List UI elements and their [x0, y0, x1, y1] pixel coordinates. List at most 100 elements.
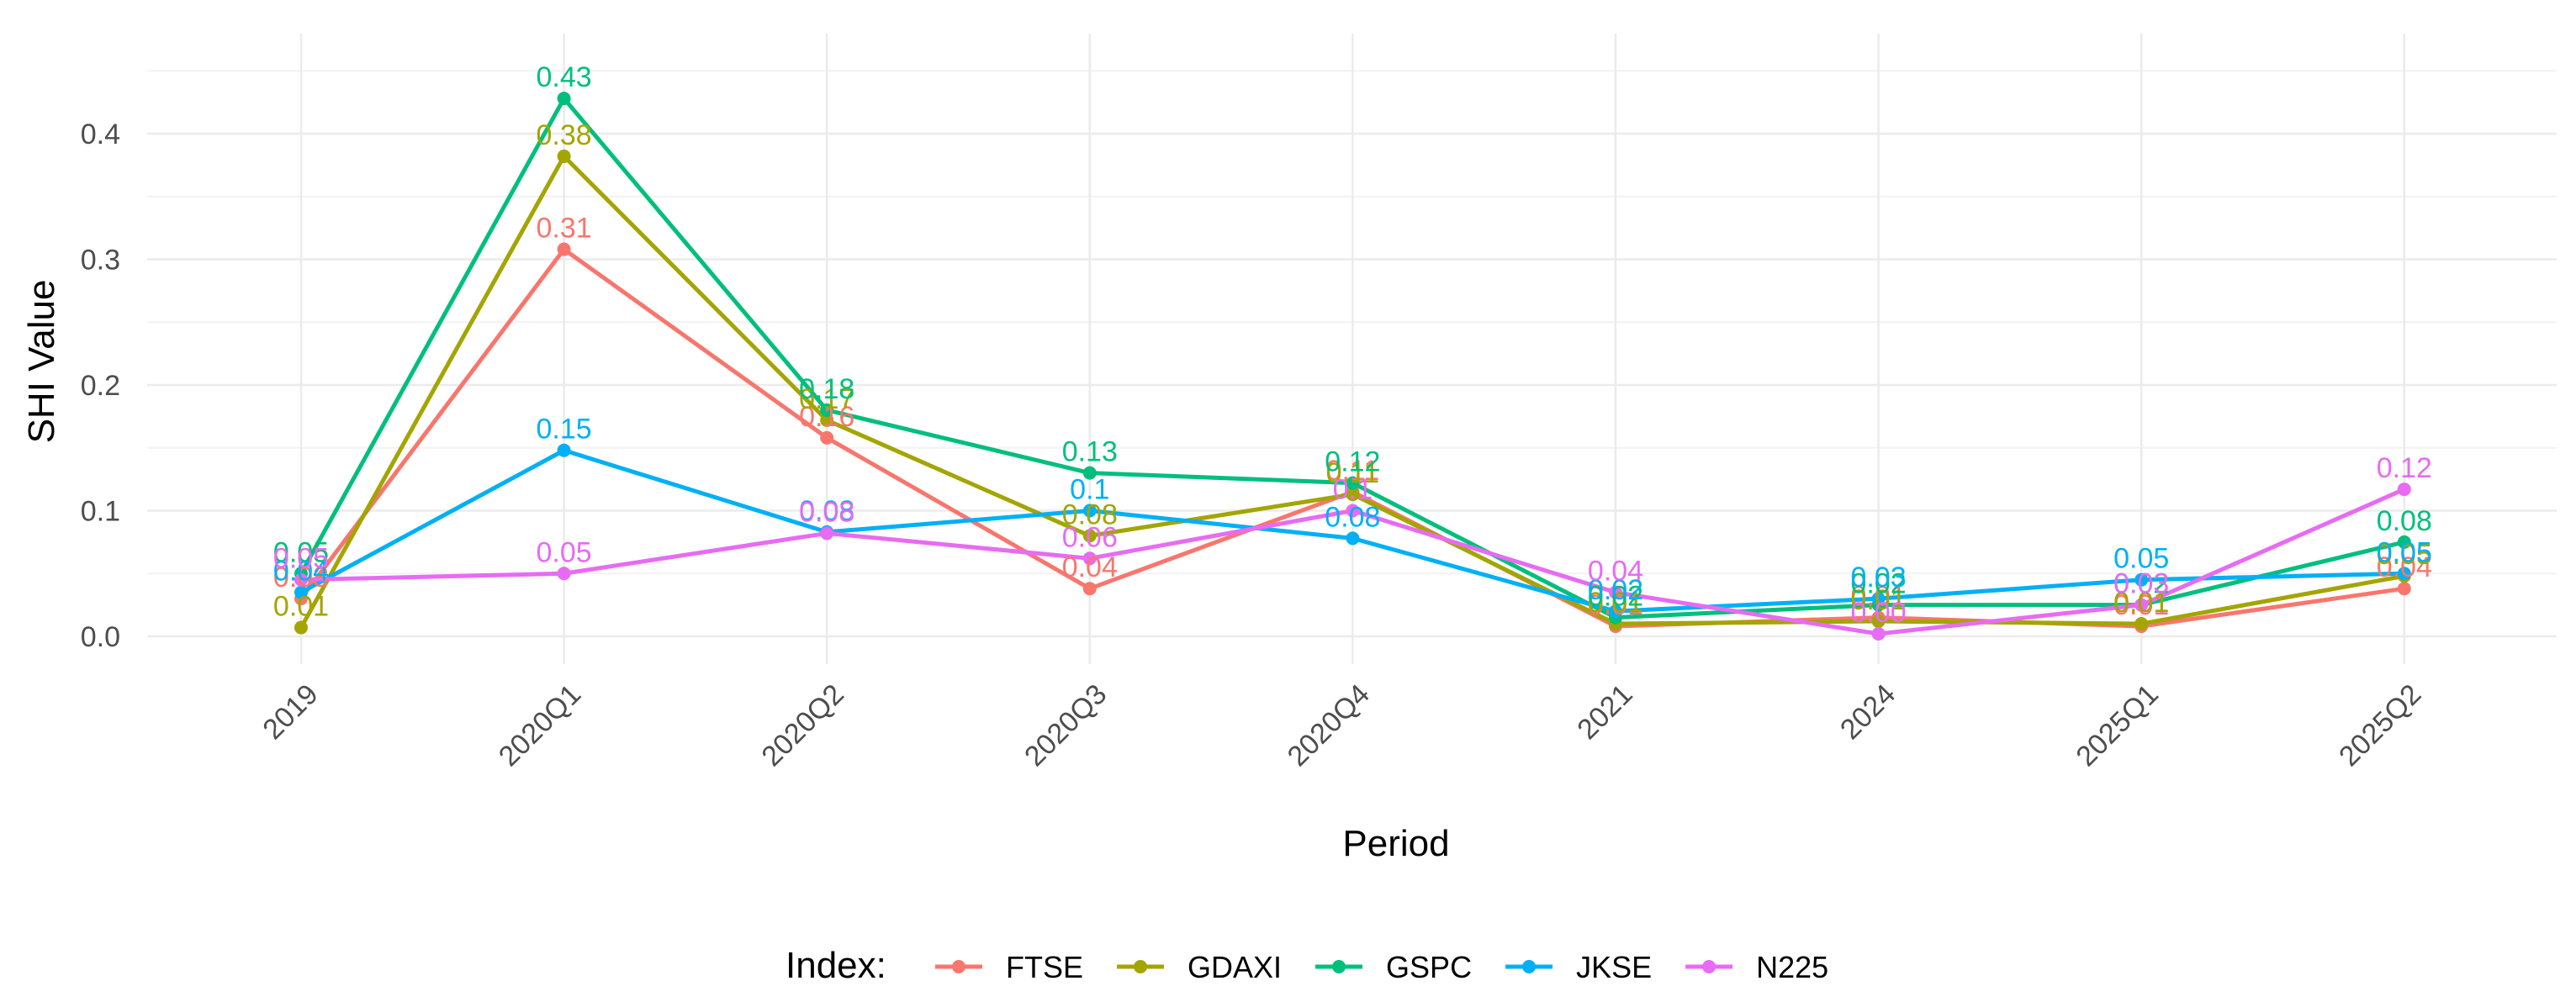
- data-label-n225: 0.00: [1851, 597, 1907, 629]
- data-point-ftse: [1082, 582, 1097, 596]
- x-tick-label: 2020Q4: [1282, 678, 1376, 773]
- data-label-n225: 0.04: [1588, 556, 1643, 588]
- data-point-n225: [294, 572, 308, 587]
- data-label-n225: 0.05: [537, 536, 592, 568]
- data-label-ftse: 0.04: [2377, 551, 2432, 583]
- data-label-jkse: 0.05: [2113, 543, 2169, 575]
- data-label-n225: 0.03: [2113, 568, 2169, 600]
- legend-item-gspc: GSPC: [1315, 950, 1472, 984]
- data-label-ftse: 0.01: [1851, 581, 1907, 613]
- data-point-n225: [2397, 483, 2411, 497]
- legend-label: N225: [1756, 950, 1828, 984]
- data-point-n225: [1609, 585, 1622, 599]
- data-label-n225: 0.08: [799, 496, 854, 528]
- legend: Index: FTSE GDAXI GSPC JKSE N225: [785, 945, 1828, 986]
- data-label-gdaxi: 0.38: [537, 119, 592, 151]
- data-label-gspc: 0.05: [273, 536, 329, 568]
- x-tick-label: 2020Q2: [755, 678, 849, 773]
- legend-item-n225: N225: [1685, 950, 1828, 984]
- data-label-jkse: 0.02: [1588, 574, 1643, 606]
- data-point-n225: [1082, 551, 1097, 566]
- data-label-gspc: 0.13: [1062, 436, 1118, 468]
- data-label-gspc: 0.02: [1588, 581, 1643, 613]
- data-point-jkse: [1871, 592, 1886, 606]
- data-point-gdaxi: [1871, 614, 1886, 629]
- data-label-n225: 0.12: [2377, 452, 2432, 484]
- data-label-jkse: 0.08: [799, 495, 854, 527]
- data-point-gspc: [557, 92, 571, 106]
- data-label-gdaxi: 0.08: [1062, 498, 1118, 530]
- data-label-gspc: 0.02: [2113, 568, 2169, 600]
- data-label-gspc: 0.12: [1325, 446, 1380, 478]
- data-point-gdaxi: [1082, 529, 1097, 543]
- data-point-jkse: [1082, 504, 1097, 518]
- x-tick-label: 2020Q1: [493, 678, 587, 773]
- y-tick-label: 0.1: [81, 496, 120, 528]
- data-label-ftse: 0.01: [2113, 589, 2169, 621]
- data-point-jkse: [1346, 531, 1360, 546]
- data-label-ftse: 0.11: [1326, 455, 1380, 487]
- legend-point: [952, 960, 965, 973]
- data-label-jkse: 0.05: [2377, 536, 2432, 568]
- data-label-ftse: 0.04: [1062, 551, 1118, 583]
- data-point-gdaxi: [294, 620, 308, 635]
- legend-point: [1134, 960, 1148, 973]
- data-label-gdaxi: 0.01: [1588, 587, 1643, 619]
- data-label-ftse: 0.01: [1588, 589, 1643, 621]
- data-label-gdaxi: 0.01: [1851, 584, 1907, 616]
- data-point-gspc: [820, 403, 834, 417]
- data-point-n225: [1871, 627, 1886, 641]
- y-axis: 0.0 0.1 0.2 0.3 0.4: [81, 119, 120, 653]
- legend-point: [1332, 960, 1346, 973]
- data-label-gspc: 0.08: [2377, 505, 2432, 537]
- data-labels-layer: 0.030.310.160.040.110.01 0.01 0.010.040.01…: [273, 61, 2432, 629]
- legend-item-ftse: FTSE: [935, 950, 1083, 984]
- data-point-n225: [2134, 598, 2149, 612]
- data-label-gdaxi: 0.05: [2377, 539, 2432, 571]
- data-point-gdaxi: [1346, 488, 1360, 502]
- legend-label: JKSE: [1576, 950, 1652, 984]
- data-label-jkse: 0.15: [537, 414, 592, 446]
- data-label-n225: 0.06: [1062, 521, 1118, 553]
- legend-point: [1522, 960, 1537, 973]
- data-point-gdaxi: [2134, 617, 2149, 631]
- data-label-jkse: 0.03: [1851, 562, 1907, 593]
- data-label-ftse: 0.16: [799, 401, 854, 433]
- data-label-n225: 0.05: [273, 543, 329, 575]
- x-axis: 2019 2020Q1 2020Q2 2020Q3 2020Q4 2021 2024 2025…: [257, 678, 2427, 773]
- grid-layer: [147, 34, 2557, 664]
- data-label-ftse: 0.03: [273, 562, 329, 593]
- data-label-jkse: 0.1: [1070, 474, 1109, 506]
- data-label-n225: 0.1: [1333, 474, 1373, 506]
- x-tick-label: 2019: [257, 678, 324, 746]
- x-tick-label: 2025Q1: [2070, 678, 2164, 773]
- x-axis-title: Period: [1342, 823, 1449, 864]
- legend-label: FTSE: [1006, 950, 1083, 984]
- data-point-n225: [820, 526, 834, 541]
- data-point-gspc: [2397, 535, 2411, 549]
- data-label-gdaxi: 0.11: [1326, 457, 1380, 489]
- legend-title: Index:: [785, 945, 886, 986]
- x-tick-label: 2020Q3: [1018, 678, 1113, 773]
- data-point-gspc: [1082, 466, 1097, 480]
- y-tick-label: 0.3: [81, 245, 120, 277]
- legend-label: GDAXI: [1187, 950, 1282, 984]
- x-tick-label: 2024: [1834, 678, 1902, 746]
- data-point-ftse: [557, 242, 571, 256]
- legend-point: [1702, 960, 1716, 973]
- data-label-jkse: 0.08: [1325, 501, 1380, 533]
- data-point-jkse: [1609, 604, 1622, 619]
- data-label-gspc: 0.43: [537, 61, 592, 93]
- data-point-gdaxi: [820, 413, 834, 427]
- y-tick-label: 0.0: [81, 621, 120, 653]
- data-point-jkse: [2134, 572, 2149, 587]
- legend-item-jkse: JKSE: [1505, 950, 1652, 984]
- y-tick-label: 0.4: [81, 119, 120, 150]
- data-label-ftse: 0.31: [537, 213, 592, 245]
- data-point-jkse: [2397, 567, 2411, 581]
- data-point-ftse: [820, 430, 834, 445]
- x-tick-label: 2021: [1571, 678, 1638, 746]
- data-point-n225: [557, 567, 571, 581]
- data-label-gspc: 0.18: [799, 373, 854, 405]
